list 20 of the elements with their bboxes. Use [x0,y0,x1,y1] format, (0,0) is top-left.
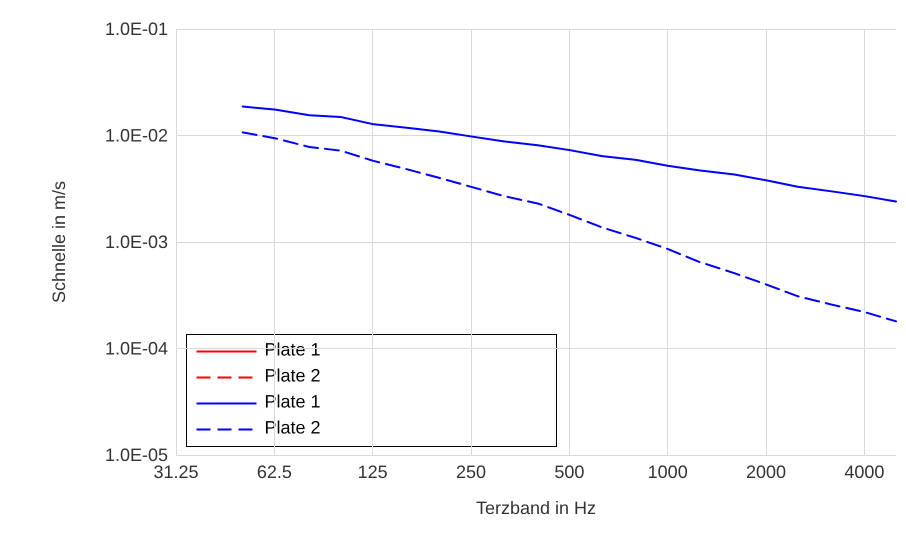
x-tick-label: 4000 [844,462,884,482]
y-tick-label: 1.0E-01 [104,19,168,39]
legend-label: Plate 2 [264,418,321,438]
x-axis-title: Terzband in Hz [476,498,596,518]
y-axis-title: Schnelle in m/s [49,180,69,304]
y-tick-label: 1.0E-02 [104,126,168,146]
y-tick-label: 1.0E-04 [104,338,168,358]
legend-label: Plate 1 [264,392,321,412]
line-series [242,131,897,322]
y-tick-label: 1.0E-03 [104,232,168,252]
x-tick-label: 62.5 [256,462,292,482]
legend-label: Plate 2 [264,366,321,386]
x-tick-label: 31.25 [153,462,199,482]
x-tick-label: 500 [554,462,584,482]
x-tick-label: 2000 [746,462,786,482]
x-tick-label: 250 [456,462,486,482]
y-tick-label: 1.0E-05 [104,445,168,465]
x-tick-label: 125 [358,462,388,482]
line-series [242,106,897,203]
x-tick-label: 1000 [648,462,688,482]
